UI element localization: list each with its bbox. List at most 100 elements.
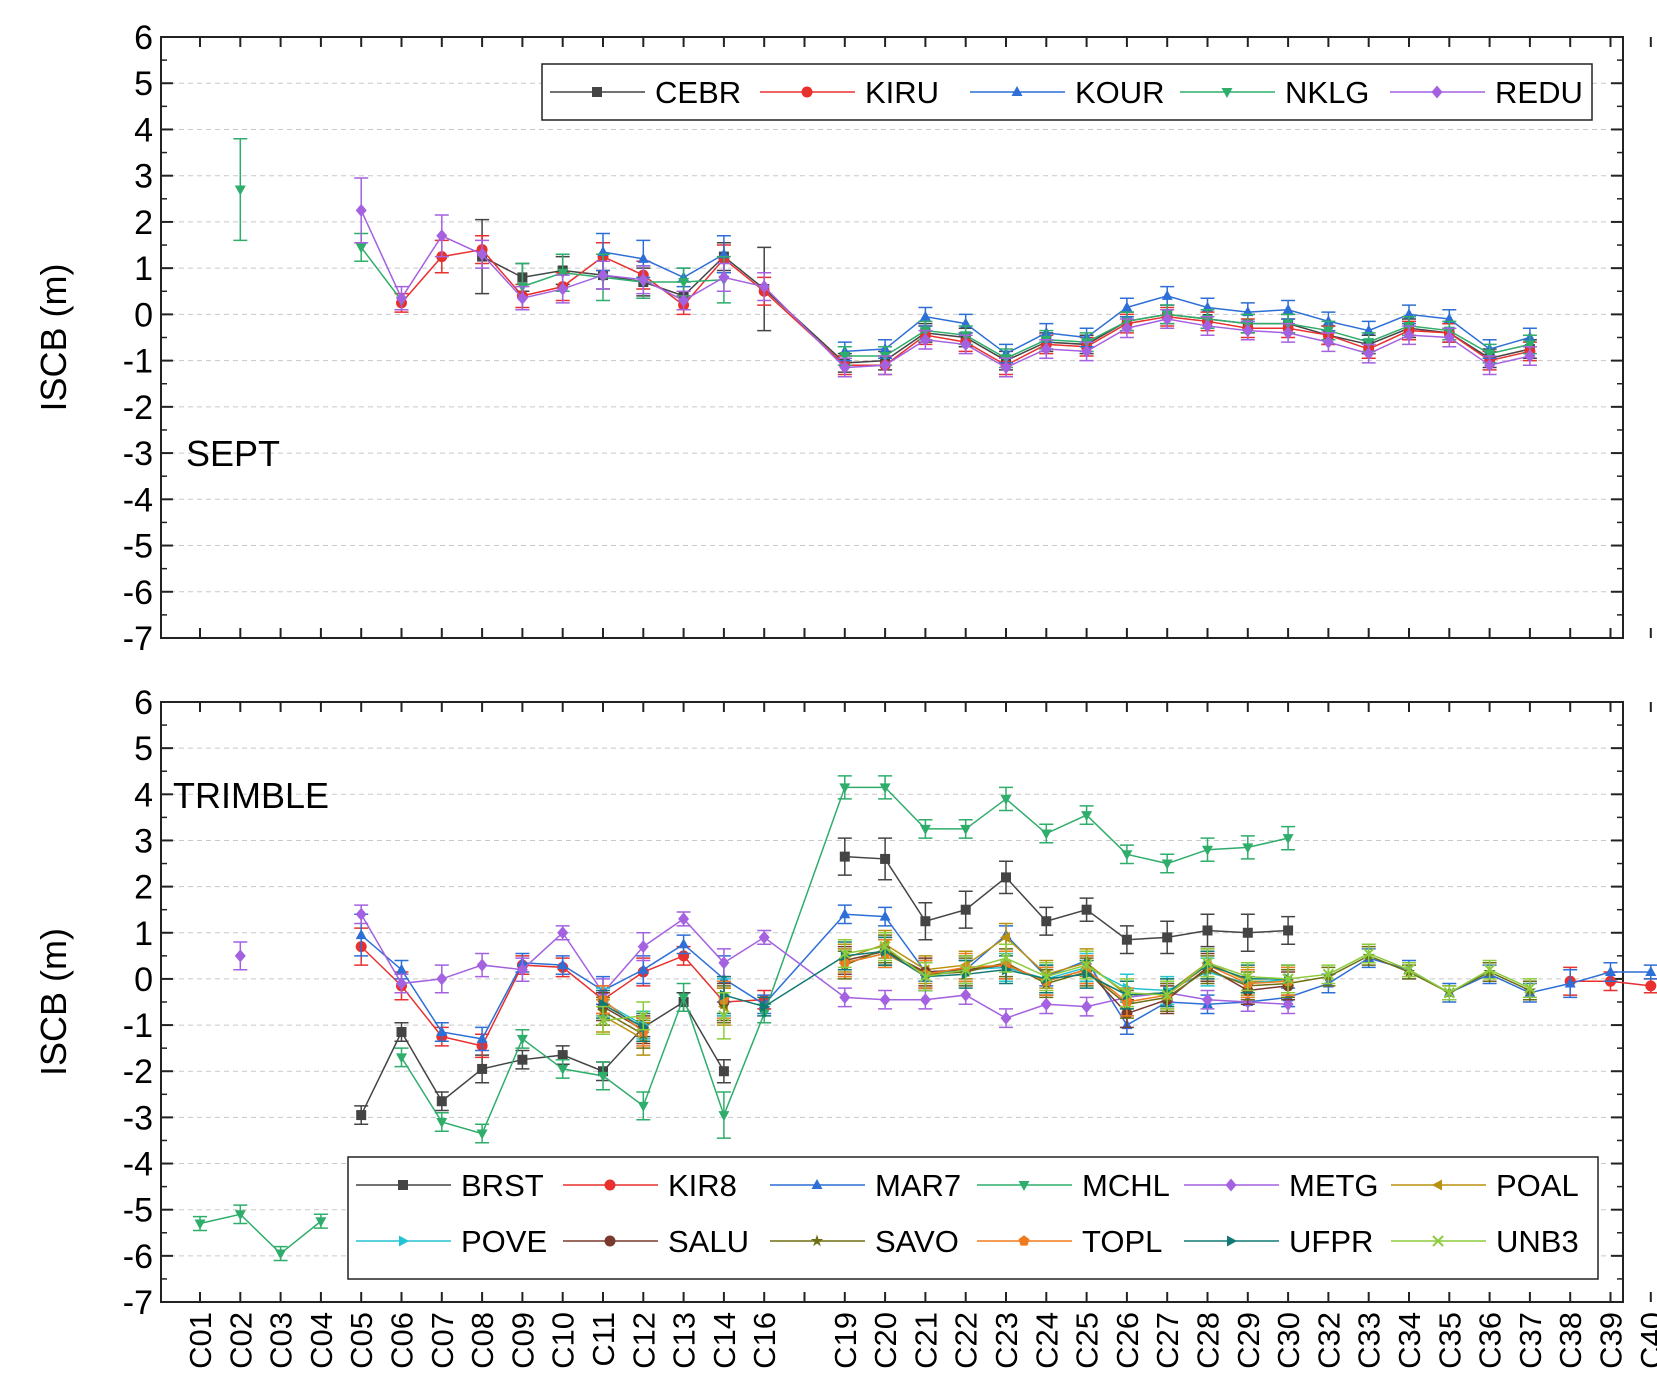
y-axis-title: ISCB (m) bbox=[33, 928, 74, 1076]
data-point bbox=[1161, 312, 1173, 326]
data-point bbox=[760, 1001, 771, 1013]
panel-sept: 6 5 4 3 2 1 0 -1 -2 -3 -4 -5 -6 -7 ISCB (m) SEPT CEBR KIR… bbox=[33, 19, 1652, 658]
x-tick-label: C29 bbox=[1231, 1312, 1266, 1369]
y-tick-label: 4 bbox=[134, 776, 153, 814]
x-tick-label: C22 bbox=[949, 1312, 984, 1369]
legend-item: SALU bbox=[563, 1224, 749, 1259]
data-point bbox=[1403, 328, 1415, 342]
legend-item: POAL bbox=[1391, 1168, 1579, 1203]
data-point bbox=[960, 317, 972, 328]
legend-item: UFPR bbox=[1184, 1224, 1373, 1259]
y-tick-label: -4 bbox=[123, 1146, 153, 1184]
legend-item: KOUR bbox=[970, 75, 1165, 110]
legend-label: UNB3 bbox=[1496, 1224, 1579, 1259]
legend-marker bbox=[801, 86, 813, 98]
data-point bbox=[1202, 993, 1213, 1007]
series-line bbox=[602, 936, 1289, 1040]
y-tick-label: -7 bbox=[123, 620, 153, 658]
legend-box bbox=[347, 1156, 1599, 1280]
legend-label: POVE bbox=[461, 1224, 547, 1259]
data-point bbox=[1242, 927, 1253, 938]
series-line bbox=[360, 855, 1289, 1116]
data-point bbox=[839, 351, 851, 362]
series-line bbox=[199, 786, 1289, 1255]
data-point bbox=[1524, 349, 1536, 363]
data-point bbox=[1121, 934, 1132, 945]
series-topl bbox=[596, 938, 1296, 1047]
data-point bbox=[1202, 845, 1213, 856]
data-point bbox=[516, 1034, 528, 1045]
data-point bbox=[1483, 963, 1496, 976]
series-poal bbox=[596, 922, 1296, 1056]
data-point bbox=[839, 783, 851, 794]
data-point bbox=[1403, 308, 1415, 319]
x-tick-label: C24 bbox=[1029, 1312, 1064, 1369]
data-point bbox=[476, 1032, 488, 1043]
y-tick-label: -1 bbox=[123, 343, 153, 381]
series-unb3 bbox=[596, 932, 1537, 1040]
data-point bbox=[355, 203, 367, 217]
legend-marker bbox=[811, 1179, 823, 1189]
x-tick-label: C10 bbox=[546, 1312, 581, 1369]
legend-item: KIR8 bbox=[563, 1168, 737, 1203]
data-point bbox=[718, 1111, 730, 1122]
x-tick-label: C14 bbox=[707, 1312, 742, 1369]
data-point bbox=[1283, 925, 1294, 936]
data-point bbox=[919, 970, 932, 983]
y-tick-label: 5 bbox=[134, 730, 153, 768]
x-tick-label: C05 bbox=[344, 1312, 379, 1369]
data-point bbox=[436, 229, 448, 243]
data-point bbox=[839, 361, 851, 375]
x-tick-label: C07 bbox=[425, 1312, 460, 1369]
x-tick-label: C12 bbox=[626, 1312, 661, 1369]
legend-label: NKLG bbox=[1285, 75, 1369, 110]
data-point bbox=[1040, 342, 1052, 356]
data-point bbox=[718, 956, 730, 970]
data-point bbox=[1242, 843, 1254, 854]
series-line bbox=[602, 251, 1531, 355]
data-point bbox=[597, 268, 609, 282]
data-point bbox=[1041, 916, 1052, 927]
legend-label: KOUR bbox=[1075, 75, 1165, 110]
data-point bbox=[839, 908, 851, 919]
series-ufpr bbox=[596, 936, 1296, 1042]
legend-marker bbox=[1221, 88, 1233, 98]
legend: CEBR KIRU KOUR NKLG REDU bbox=[541, 63, 1593, 121]
data-point bbox=[919, 824, 931, 835]
data-point bbox=[637, 1010, 650, 1022]
data-point bbox=[1081, 811, 1093, 822]
legend-label: BRST bbox=[461, 1168, 544, 1203]
data-point bbox=[355, 929, 367, 940]
y-tick-label: -6 bbox=[123, 1238, 153, 1276]
data-point bbox=[1363, 347, 1375, 361]
legend-item: MAR7 bbox=[770, 1168, 961, 1203]
data-point bbox=[477, 1063, 488, 1074]
y-tick-label: 5 bbox=[134, 65, 153, 103]
data-point bbox=[839, 947, 851, 960]
data-point bbox=[476, 1129, 488, 1140]
x-tick-label: C20 bbox=[868, 1312, 903, 1369]
legend-marker bbox=[604, 1235, 616, 1247]
data-point bbox=[1645, 980, 1657, 992]
data-point bbox=[1000, 361, 1012, 375]
data-point bbox=[1282, 834, 1294, 845]
data-point bbox=[1322, 335, 1334, 349]
data-point bbox=[1282, 973, 1294, 985]
data-point bbox=[1161, 289, 1173, 300]
data-point bbox=[960, 988, 972, 1002]
series-line bbox=[602, 948, 1531, 1035]
data-point bbox=[396, 1027, 407, 1037]
data-point bbox=[1121, 850, 1133, 861]
y-tick-label: 2 bbox=[134, 869, 153, 907]
y-tick-label: 4 bbox=[134, 111, 153, 149]
y-tick-label: 3 bbox=[134, 822, 153, 860]
data-point bbox=[637, 963, 649, 974]
data-point bbox=[1282, 997, 1294, 1011]
data-point bbox=[678, 938, 690, 949]
legend-label: REDU bbox=[1495, 75, 1583, 110]
series-salu bbox=[596, 936, 1296, 1045]
legend-label: KIR8 bbox=[668, 1168, 737, 1203]
x-tick-label: C36 bbox=[1473, 1312, 1508, 1369]
data-point bbox=[1001, 872, 1011, 883]
